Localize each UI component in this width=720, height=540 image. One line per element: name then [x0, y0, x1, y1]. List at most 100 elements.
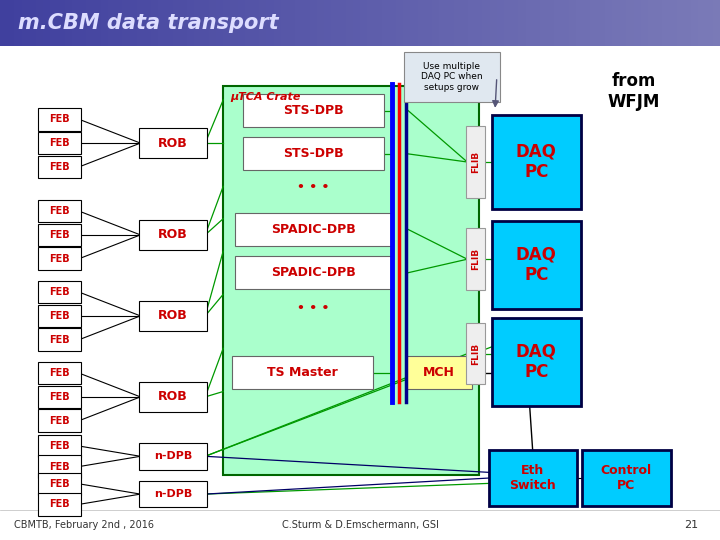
Bar: [295, 0, 302, 46]
FancyBboxPatch shape: [406, 356, 472, 389]
Bar: [482, 0, 490, 46]
Bar: [504, 0, 511, 46]
Bar: [245, 0, 252, 46]
FancyBboxPatch shape: [582, 450, 671, 505]
Text: FEB: FEB: [49, 206, 70, 216]
FancyBboxPatch shape: [235, 256, 391, 289]
FancyBboxPatch shape: [139, 443, 207, 470]
Bar: [655, 0, 662, 46]
Bar: [497, 0, 504, 46]
FancyBboxPatch shape: [38, 247, 81, 270]
Text: SPADIC-DPB: SPADIC-DPB: [271, 266, 356, 279]
Bar: [173, 0, 180, 46]
Text: ROB: ROB: [158, 390, 188, 403]
Bar: [166, 0, 173, 46]
Bar: [101, 0, 108, 46]
Bar: [554, 0, 562, 46]
Bar: [612, 0, 619, 46]
Bar: [317, 0, 324, 46]
FancyBboxPatch shape: [38, 200, 81, 222]
Bar: [382, 0, 389, 46]
Text: n-DPB: n-DPB: [153, 489, 192, 499]
Bar: [461, 0, 468, 46]
Text: μTCA Crate: μTCA Crate: [230, 92, 301, 102]
Bar: [576, 0, 583, 46]
Text: FEB: FEB: [49, 254, 70, 264]
Text: CBMTB, February 2nd , 2016: CBMTB, February 2nd , 2016: [14, 520, 154, 530]
Bar: [259, 0, 266, 46]
Bar: [29, 0, 36, 46]
Text: FEB: FEB: [49, 500, 70, 509]
FancyBboxPatch shape: [139, 481, 207, 508]
Bar: [425, 0, 432, 46]
Bar: [511, 0, 518, 46]
FancyBboxPatch shape: [139, 382, 207, 412]
Bar: [14, 0, 22, 46]
FancyBboxPatch shape: [38, 108, 81, 131]
Bar: [223, 0, 230, 46]
FancyBboxPatch shape: [38, 409, 81, 432]
Bar: [540, 0, 547, 46]
Bar: [108, 0, 115, 46]
Bar: [238, 0, 245, 46]
FancyBboxPatch shape: [38, 328, 81, 351]
Bar: [432, 0, 439, 46]
Bar: [302, 0, 310, 46]
Text: FEB: FEB: [49, 368, 70, 378]
Bar: [0, 0, 7, 46]
Text: FEB: FEB: [49, 392, 70, 402]
FancyBboxPatch shape: [466, 323, 485, 384]
Bar: [634, 0, 641, 46]
Bar: [43, 0, 50, 46]
FancyBboxPatch shape: [223, 86, 479, 475]
Text: FEB: FEB: [49, 162, 70, 172]
Bar: [79, 0, 86, 46]
FancyBboxPatch shape: [466, 126, 485, 198]
Bar: [418, 0, 425, 46]
Bar: [187, 0, 194, 46]
Bar: [410, 0, 418, 46]
FancyBboxPatch shape: [492, 116, 580, 209]
Text: FLIB: FLIB: [471, 343, 480, 364]
FancyBboxPatch shape: [38, 455, 81, 478]
FancyBboxPatch shape: [488, 450, 577, 505]
Bar: [194, 0, 202, 46]
Text: FEB: FEB: [49, 138, 70, 148]
Bar: [252, 0, 259, 46]
Text: 21: 21: [684, 520, 698, 530]
Bar: [619, 0, 626, 46]
Bar: [677, 0, 684, 46]
Text: ROB: ROB: [158, 309, 188, 322]
FancyBboxPatch shape: [232, 356, 373, 389]
Bar: [569, 0, 576, 46]
Text: FEB: FEB: [49, 462, 70, 471]
Bar: [115, 0, 122, 46]
Bar: [151, 0, 158, 46]
Text: n-DPB: n-DPB: [153, 451, 192, 461]
Bar: [331, 0, 338, 46]
Text: DAQ
PC: DAQ PC: [516, 342, 557, 381]
Bar: [648, 0, 655, 46]
FancyBboxPatch shape: [38, 472, 81, 495]
Bar: [36, 0, 43, 46]
Text: FEB: FEB: [49, 479, 70, 489]
Bar: [130, 0, 137, 46]
Bar: [583, 0, 590, 46]
Bar: [274, 0, 281, 46]
Bar: [65, 0, 72, 46]
Bar: [662, 0, 670, 46]
Bar: [706, 0, 713, 46]
Bar: [324, 0, 331, 46]
Text: FEB: FEB: [49, 416, 70, 426]
Text: FEB: FEB: [49, 230, 70, 240]
Bar: [518, 0, 526, 46]
Bar: [266, 0, 274, 46]
Bar: [468, 0, 475, 46]
FancyBboxPatch shape: [243, 94, 384, 127]
Bar: [698, 0, 706, 46]
Bar: [122, 0, 130, 46]
Text: FEB: FEB: [49, 287, 70, 297]
Text: Eth
Switch: Eth Switch: [510, 464, 556, 492]
Bar: [353, 0, 360, 46]
FancyBboxPatch shape: [235, 213, 391, 246]
